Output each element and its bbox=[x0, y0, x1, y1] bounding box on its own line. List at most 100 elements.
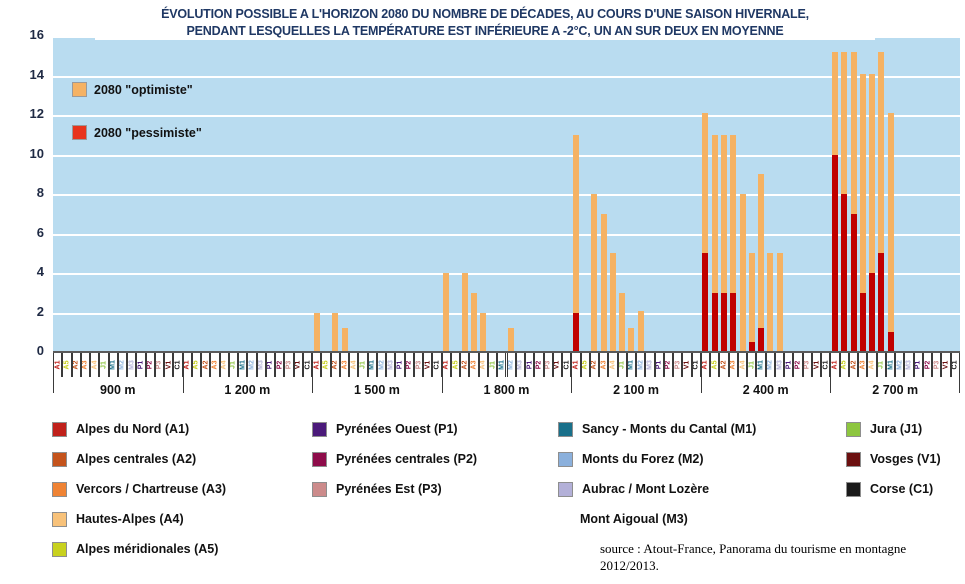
bar-pessimiste bbox=[711, 292, 718, 352]
gridline-2 bbox=[53, 312, 960, 315]
legend-label: Monts du Forez (M2) bbox=[582, 452, 704, 466]
x-tick-cell: C1 bbox=[432, 353, 442, 377]
x-tick-cell: P3 bbox=[932, 353, 942, 377]
series-legend-item: 2080 "optimiste" bbox=[72, 82, 193, 97]
x-tick-cell: A2 bbox=[848, 353, 859, 377]
bar-pessimiste bbox=[859, 292, 866, 352]
y-axis-label: 16 bbox=[29, 27, 44, 42]
bar-pessimiste bbox=[832, 154, 839, 352]
legend-label: Vosges (V1) bbox=[870, 452, 941, 466]
chart-title: ÉVOLUTION POSSIBLE A L'HORIZON 2080 DU N… bbox=[95, 6, 875, 40]
legend-item: Alpes centrales (A2) bbox=[52, 444, 226, 474]
gridline-10 bbox=[53, 154, 960, 157]
legend-item: Mont Aigoual (M3) bbox=[558, 504, 756, 534]
x-tick-cell: M2 bbox=[117, 353, 128, 377]
x-tick-cell: P3 bbox=[154, 353, 165, 377]
legend-item: Sancy - Monts du Cantal (M1) bbox=[558, 414, 756, 444]
chart-title-line2: PENDANT LESQUELLES LA TEMPÉRATURE EST IN… bbox=[186, 24, 784, 38]
legend-label: Pyrénées Ouest (P1) bbox=[336, 422, 458, 436]
legend-column: Alpes du Nord (A1) Alpes centrales (A2) Ve… bbox=[52, 414, 226, 564]
x-tick-cell: M3 bbox=[127, 353, 137, 377]
legend-swatch bbox=[846, 481, 861, 497]
bar-optimiste bbox=[887, 113, 894, 352]
x-tick-cell: A1 bbox=[441, 353, 451, 377]
x-tick-cell: P3 bbox=[543, 353, 553, 377]
y-axis-label: 12 bbox=[29, 106, 44, 121]
x-tick-cell: M1 bbox=[756, 353, 766, 377]
bar-optimiste bbox=[572, 134, 579, 352]
x-tick-cell: A4 bbox=[90, 353, 100, 377]
x-tick-cell: A5 bbox=[580, 353, 590, 377]
bar-pessimiste bbox=[730, 292, 737, 352]
altitude-band-label: 2 400 m bbox=[742, 383, 789, 397]
x-tick-cell: P2 bbox=[922, 353, 933, 377]
x-tick-cell: V1 bbox=[423, 353, 433, 377]
series-legend-swatch bbox=[72, 125, 87, 140]
x-tick-cell: M2 bbox=[895, 353, 905, 377]
x-tick-cell: M1 bbox=[885, 353, 896, 377]
x-tick-cell: A3 bbox=[469, 353, 479, 377]
altitude-band-tick bbox=[571, 377, 573, 393]
legend-swatch bbox=[52, 541, 67, 557]
legend-label: Alpes centrales (A2) bbox=[76, 452, 197, 466]
legend-item: Pyrénées Est (P3) bbox=[312, 474, 477, 504]
bar-optimiste bbox=[748, 253, 755, 352]
legend-label: Vercors / Chartreuse (A3) bbox=[76, 482, 227, 496]
x-tick-cell: J1 bbox=[358, 353, 368, 377]
x-tick-cell: P2 bbox=[404, 353, 414, 377]
legend-item: Vosges (V1) bbox=[846, 444, 941, 474]
bar-optimiste bbox=[869, 73, 876, 352]
x-tick-cell: P3 bbox=[673, 353, 683, 377]
x-tick-cell: M3 bbox=[774, 353, 785, 377]
legend-item: Aubrac / Mont Lozère bbox=[558, 474, 756, 504]
legend-swatch bbox=[312, 451, 327, 467]
altitude-band-label: 2 700 m bbox=[872, 383, 919, 397]
legend-label: Aubrac / Mont Lozère bbox=[582, 482, 710, 496]
x-tick-cell: M3 bbox=[515, 353, 525, 377]
x-tick-cell: M2 bbox=[506, 353, 516, 377]
y-axis-label: 8 bbox=[36, 185, 44, 200]
bar-optimiste bbox=[878, 51, 885, 352]
x-tick-cell: A5 bbox=[321, 353, 331, 377]
bar-optimiste bbox=[609, 253, 616, 352]
bar-optimiste bbox=[591, 194, 598, 352]
x-tick-cell: A2 bbox=[460, 353, 470, 377]
gridline-6 bbox=[53, 233, 960, 236]
x-tick-cell: M2 bbox=[765, 353, 775, 377]
x-tick-cell: C1 bbox=[691, 353, 701, 377]
legend-swatch bbox=[558, 451, 573, 467]
bar-optimiste bbox=[471, 292, 478, 352]
bar-optimiste bbox=[758, 174, 764, 352]
x-tick-cell: P3 bbox=[284, 353, 294, 377]
x-axis-tick-strip: A1 A5 A2 A3 A4 J1 M1 M2 M3 P1 P2 P3 V1 C1 A1 A5 A2 A3 A4 J1… bbox=[53, 353, 960, 377]
legend-swatch bbox=[52, 421, 67, 437]
legend-item: Vercors / Chartreuse (A3) bbox=[52, 474, 226, 504]
bar-pessimiste bbox=[572, 312, 579, 352]
legend-item: Corse (C1) bbox=[846, 474, 941, 504]
y-axis-label: 6 bbox=[36, 224, 44, 240]
bar-pessimiste bbox=[720, 292, 727, 352]
x-tick-cell: A2 bbox=[201, 353, 211, 377]
y-axis-label: 14 bbox=[29, 66, 44, 82]
bar-optimiste bbox=[739, 194, 746, 352]
x-tick-cell: M1 bbox=[497, 353, 507, 377]
bar-optimiste bbox=[313, 312, 320, 352]
legend-label: Alpes du Nord (A1) bbox=[76, 422, 190, 436]
series-legend-label: 2080 "pessimiste" bbox=[94, 125, 202, 140]
x-tick-cell: P1 bbox=[265, 353, 276, 377]
x-tick-cell: A4 bbox=[349, 353, 359, 377]
altitude-band-tick bbox=[53, 377, 54, 393]
x-tick-cell: A3 bbox=[210, 353, 220, 377]
x-tick-cell: A1 bbox=[571, 353, 581, 377]
x-tick-cell: M2 bbox=[636, 353, 646, 377]
y-axis-label: 2 bbox=[36, 303, 44, 319]
legend-swatch bbox=[558, 481, 573, 497]
x-tick-cell: P3 bbox=[413, 353, 424, 377]
bar-pessimiste bbox=[869, 273, 876, 352]
x-tick-cell: P3 bbox=[802, 353, 812, 377]
x-tick-cell: A1 bbox=[312, 353, 322, 377]
x-tick-cell: A4 bbox=[608, 353, 618, 377]
bar-pessimiste bbox=[850, 213, 857, 352]
x-tick-cell: C1 bbox=[302, 353, 313, 377]
bar-optimiste bbox=[628, 328, 635, 352]
